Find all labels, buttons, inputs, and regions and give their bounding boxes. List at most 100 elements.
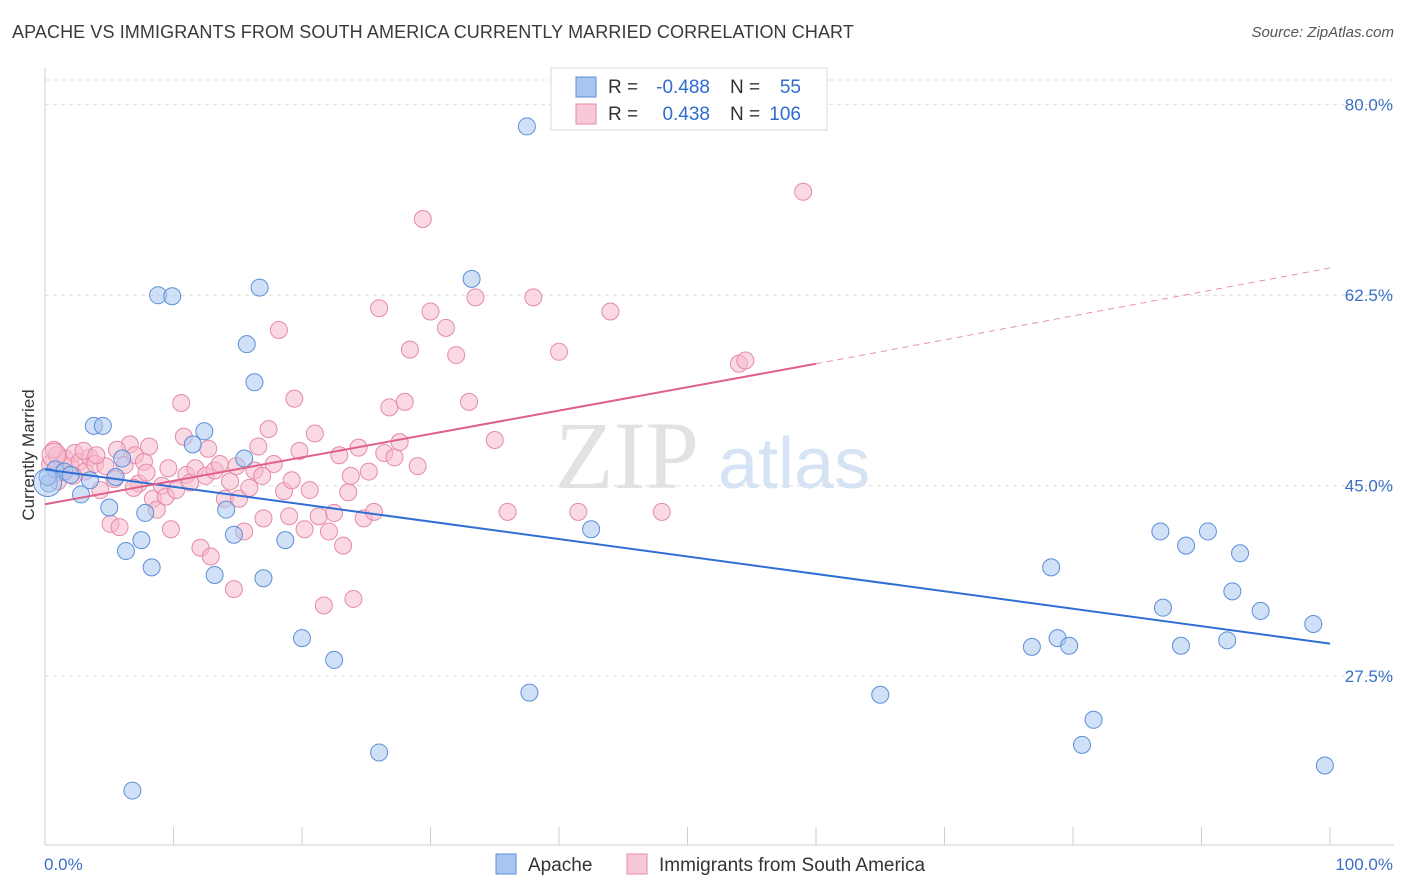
legend-n-label-2: N = [730, 104, 760, 125]
south-america-point [339, 483, 358, 502]
apache-point [100, 498, 119, 517]
south-america-point [334, 536, 353, 555]
south-america-point [395, 392, 414, 411]
apache-point [123, 781, 142, 800]
south-america-point [466, 288, 485, 307]
apache-point [106, 468, 125, 487]
south-america-point [550, 342, 568, 361]
chart-source: Source: ZipAtlas.com [1251, 24, 1394, 41]
apache-point [250, 278, 269, 297]
apache-point [325, 650, 344, 669]
legend-box [550, 67, 828, 131]
apache-point [462, 269, 481, 288]
apache-trend-line [44, 468, 1331, 645]
apache-point [293, 629, 311, 648]
apache-point [1022, 637, 1041, 656]
apache-point [1151, 522, 1170, 541]
y-tick-label: 27.5% [1345, 667, 1393, 686]
y-tick-label: 45.0% [1345, 477, 1393, 496]
south-america-point [421, 302, 440, 321]
apache-point [33, 467, 63, 497]
south-america-point [341, 466, 360, 485]
apache-point [1223, 582, 1242, 601]
south-america-point [319, 522, 338, 541]
apache-point [1218, 631, 1237, 650]
apache-point [142, 558, 161, 577]
trend-lines [44, 267, 1331, 645]
y-tick-labels: 27.5% 45.0% 62.5% 80.0% [1345, 96, 1393, 687]
apache-point [1072, 735, 1091, 754]
y-tick-label: 62.5% [1345, 286, 1393, 305]
legend-r-value-2: 0.438 [662, 104, 710, 125]
apache-point [871, 685, 890, 704]
south-america-point [290, 441, 309, 460]
apache-point [235, 449, 254, 468]
south-america-point [282, 471, 301, 490]
apache-point [517, 117, 536, 136]
south-america-point [280, 507, 299, 526]
legend-r-label-1: R = [608, 77, 638, 98]
apache-point [1177, 536, 1196, 555]
south-america-point [224, 580, 243, 599]
south-america-point [460, 392, 479, 411]
legend-n-value-2: 106 [769, 104, 801, 125]
apache-point [1060, 636, 1079, 655]
south-america-point [295, 520, 314, 539]
apache-point [163, 287, 182, 306]
south-america-point [524, 288, 543, 307]
apache-point [205, 565, 224, 584]
apache-point [61, 465, 80, 484]
south-america-point [140, 437, 159, 456]
apache-point [93, 416, 112, 435]
legend-n-value-1: 55 [780, 77, 801, 98]
south-america-point [390, 433, 409, 452]
south-america-point [436, 318, 455, 337]
apache-point [113, 449, 132, 468]
bottom-legend: Apache Immigrants from South America [495, 853, 926, 876]
south-america-point [259, 420, 278, 439]
south-america-point [240, 478, 259, 497]
south-america-trend-extension [815, 267, 1331, 365]
apache-point [254, 569, 273, 588]
south-america-point [137, 463, 156, 482]
bottom-legend-swatch-south-america [626, 853, 648, 875]
south-america-point [110, 518, 129, 537]
south-america-point [314, 596, 333, 615]
south-america-point [172, 393, 191, 412]
south-america-point [370, 299, 389, 318]
bottom-legend-south-america: Immigrants from South America [659, 855, 926, 876]
bottom-legend-apache: Apache [528, 855, 592, 876]
apache-point [1251, 601, 1270, 620]
x-tick-label: 100.0% [1335, 855, 1393, 874]
apache-point [1231, 544, 1250, 563]
bottom-legend-swatch-apache [495, 853, 517, 875]
south-america-point [87, 446, 106, 465]
south-america-point [359, 462, 378, 481]
legend-swatch-apache [575, 76, 597, 98]
legend-swatch-south-america [575, 103, 597, 125]
south-america-point [249, 437, 268, 456]
south-america-point [385, 448, 404, 467]
south-america-point [44, 440, 63, 459]
legend-r-value-1: -0.488 [656, 77, 710, 98]
south-america-point [413, 209, 432, 228]
top-legend: R = -0.488 N = 55 R = 0.438 N = 106 [550, 67, 828, 131]
y-axis-title: Currently Married [19, 389, 38, 520]
south-america-point [159, 459, 178, 478]
south-america-point [199, 439, 218, 458]
apache-point [1304, 614, 1323, 633]
south-america-point [344, 589, 363, 608]
south-america-point [400, 340, 419, 359]
apache-point [1198, 522, 1217, 541]
apache-point [116, 542, 135, 561]
south-america-point [254, 509, 273, 528]
series-south-america-points [41, 182, 813, 615]
apache-point [1084, 710, 1103, 729]
south-america-point [447, 346, 466, 365]
apache-point [245, 373, 264, 392]
south-america-point [210, 454, 229, 473]
south-america-point [652, 502, 671, 521]
chart-title: APACHE VS IMMIGRANTS FROM SOUTH AMERICA … [12, 22, 854, 42]
south-america-point [380, 398, 399, 417]
